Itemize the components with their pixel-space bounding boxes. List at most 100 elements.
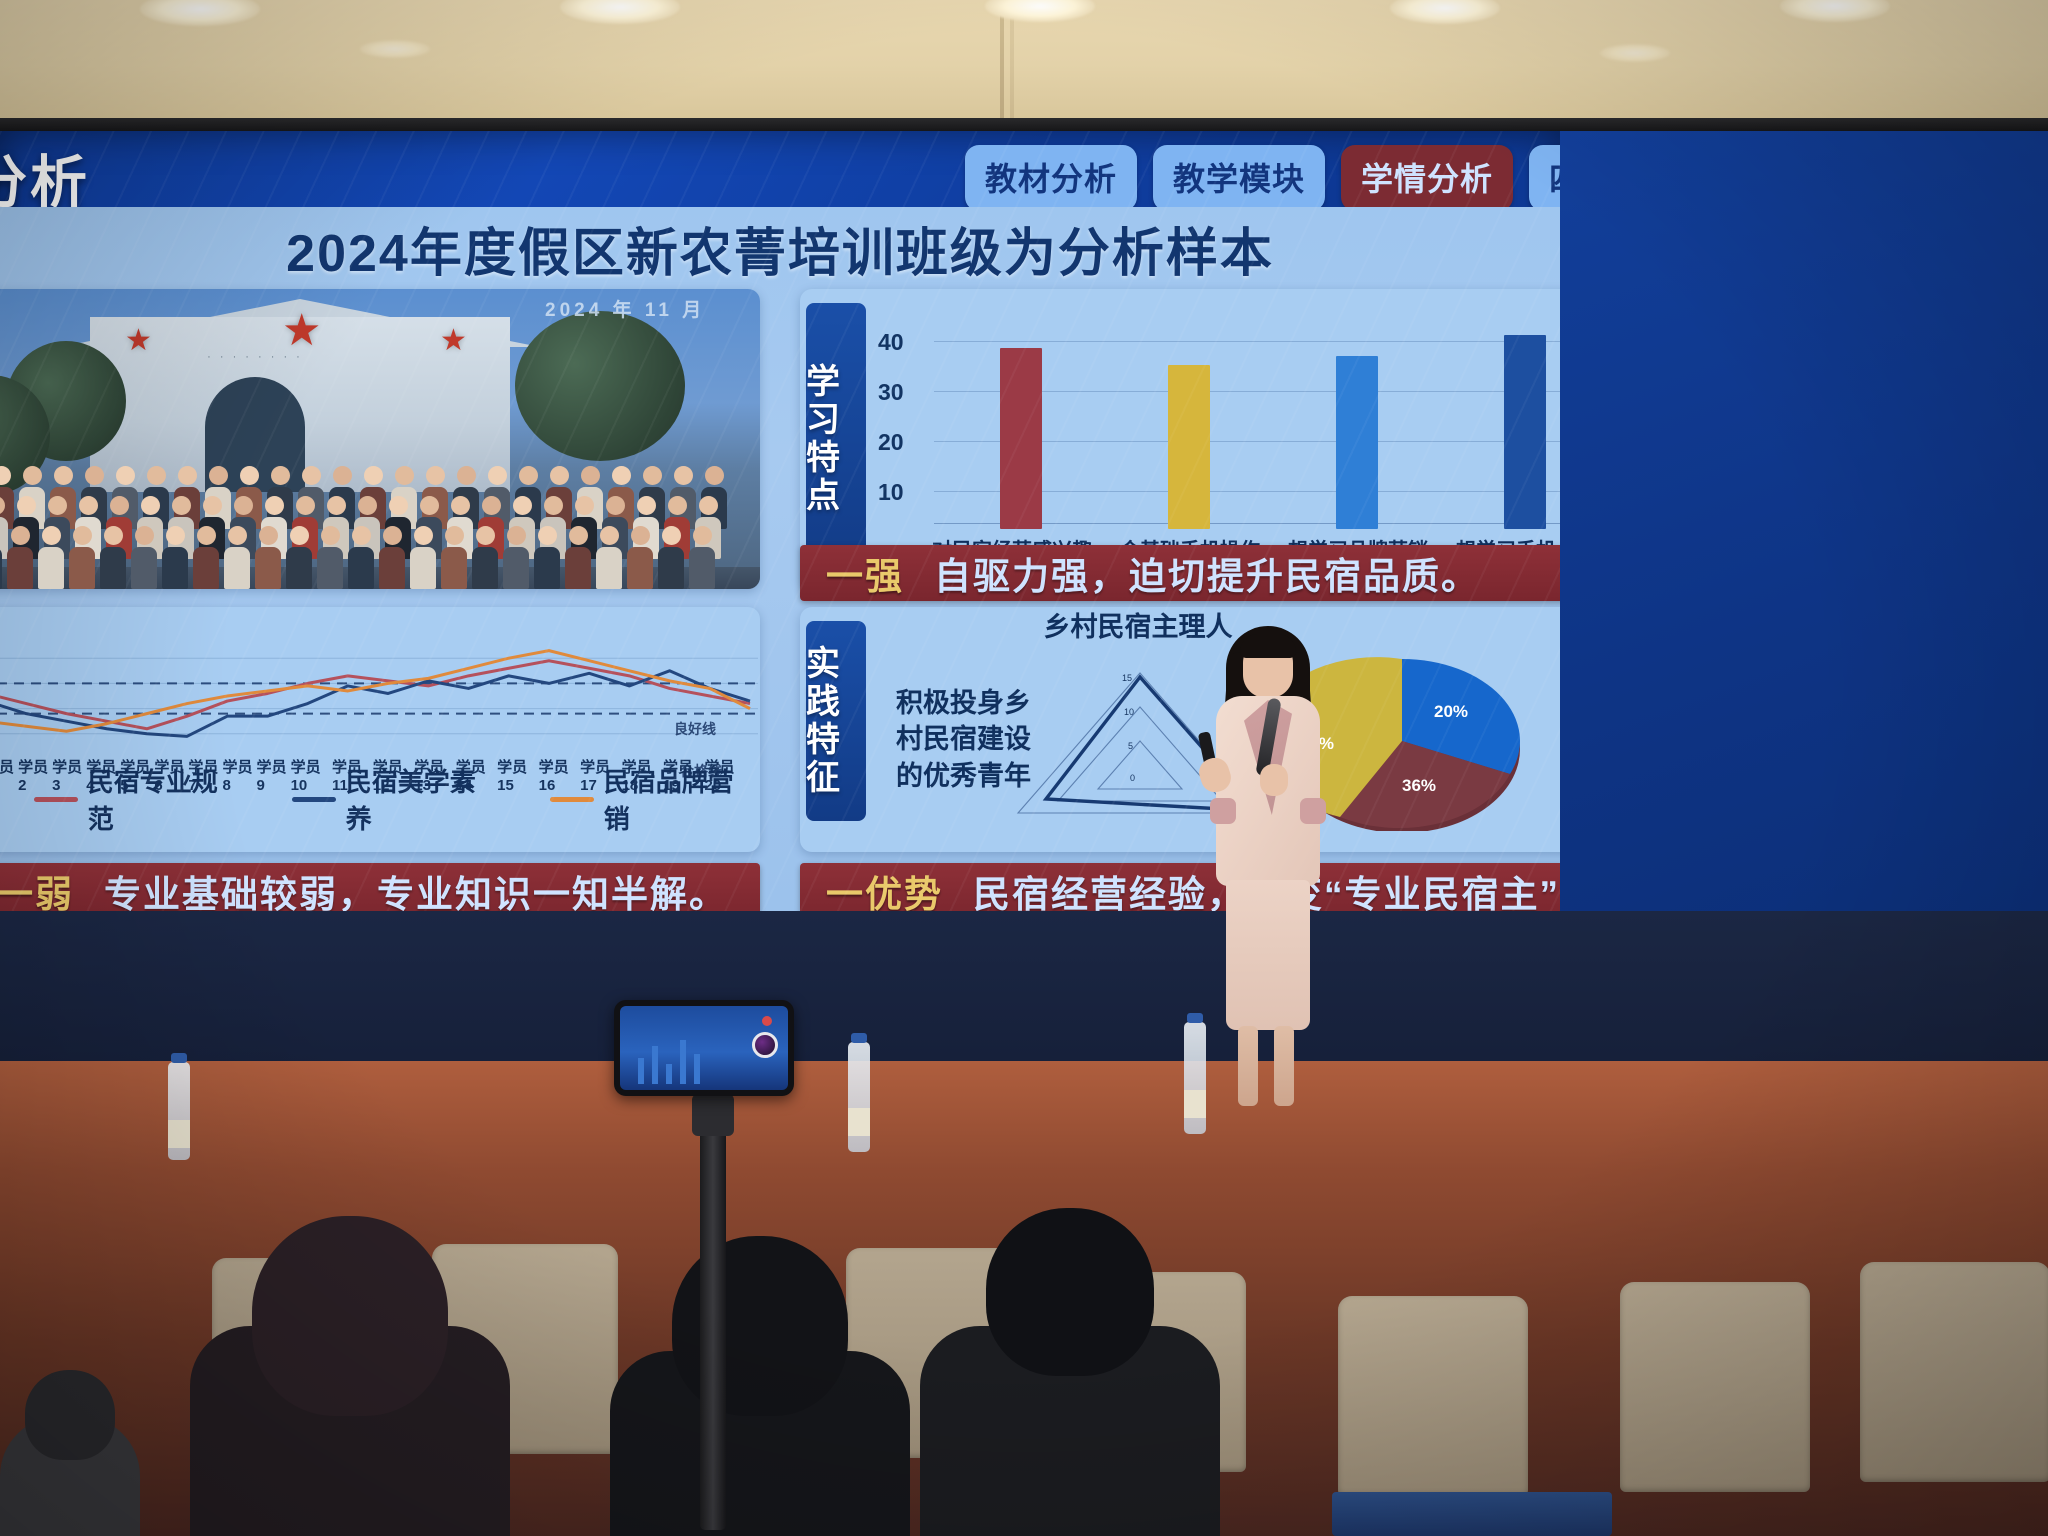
phone-screen[interactable] [620, 1006, 788, 1090]
line-x-label-19: 学员20 [704, 759, 735, 794]
practice-traits-strip: 实践特征 [806, 621, 866, 821]
line-x-label-1: 学员2 [18, 759, 49, 794]
ceiling-light [140, 0, 260, 26]
svg-text:0: 0 [1130, 773, 1135, 783]
line-x-label-8: 学员9 [256, 759, 287, 794]
legend-swatch [550, 796, 594, 802]
group-photo: ★ ★ ★ · · · · · · · · 2024 年 11 月 [0, 289, 760, 589]
presenter-cuff [1210, 798, 1236, 824]
photo-person [0, 496, 8, 559]
group-photo-crowd [0, 464, 760, 589]
presenter-leg [1238, 1026, 1258, 1106]
svg-text:20%: 20% [1434, 702, 1468, 721]
chair [1338, 1296, 1528, 1496]
bar-chart-ytick: 40 [878, 329, 904, 355]
ceiling-light [985, 0, 1095, 22]
line-x-label-7: 学员8 [222, 759, 253, 794]
photo-person [379, 526, 405, 589]
banner-text: 自驱力强，迫切提升民宿品质。 [934, 556, 1480, 597]
line-chart-x-labels: 学员1学员2学员3学员4学员5学员6学员7学员8学员9学员10 学员11 学员12 学… [0, 756, 746, 794]
recording-indicator-icon [762, 1016, 772, 1026]
presenter [1195, 612, 1336, 1112]
line-series-0 [0, 659, 751, 731]
audience-member [0, 1366, 140, 1536]
ceiling-light [360, 40, 430, 58]
tab-fourth[interactable]: 四 [1528, 145, 1560, 211]
banner-tag: 一弱 [0, 874, 74, 911]
line-x-label-0: 学员1 [0, 759, 15, 776]
banner-tag: 一强 [826, 556, 904, 597]
photo-person [38, 526, 64, 589]
radar-chart-title: 乡村民宿主理人 [1043, 612, 1233, 642]
photo-person [503, 526, 529, 589]
legend-label: 民宿品牌营销 [603, 767, 734, 834]
presenter-cuff [1300, 798, 1326, 824]
photo-person [162, 526, 188, 589]
tripod-head [692, 1094, 734, 1136]
presenter-hand-right [1260, 764, 1288, 796]
tree [515, 311, 685, 461]
smartphone-recording[interactable] [614, 1000, 794, 1096]
photo-person [627, 526, 653, 589]
red-star-icon: ★ [282, 306, 322, 355]
presenter-bangs [1240, 634, 1296, 658]
photo-person [441, 526, 467, 589]
line-x-label-2: 学员3 [52, 759, 83, 794]
slide-tab-bar[interactable]: 教材分析 教学模块 学情分析 四 [964, 145, 1560, 211]
water-bottle [1184, 1013, 1206, 1134]
line-x-label-14: 学员15 [497, 759, 528, 794]
line-x-label-6: 学员7 [188, 759, 219, 794]
line-x-label-18: 学员19 [663, 759, 694, 794]
photo-person [472, 526, 498, 589]
audience-member [610, 1236, 910, 1536]
screen-bezel-top [0, 118, 2048, 134]
photo-person [131, 526, 157, 589]
chair [1860, 1262, 2048, 1482]
ceiling [0, 0, 2048, 118]
bar-0 [1000, 347, 1042, 529]
audience-member [190, 1216, 510, 1536]
bar-1 [1168, 364, 1210, 529]
legend-swatch [34, 796, 78, 802]
ceiling-light [1600, 44, 1670, 62]
presenter-skirt [1226, 880, 1310, 1030]
banner-tag: 一优势 [826, 874, 943, 911]
record-button-icon[interactable] [752, 1032, 778, 1058]
slide-main-title: 2024年度假区新农菁培训班级为分析样本 [286, 225, 1274, 283]
line-x-label-4: 学员5 [120, 759, 151, 794]
learning-traits-strip: 学习特点 [806, 303, 866, 575]
reference-line-label-good: 良好线 [674, 721, 716, 737]
water-bottle [168, 1053, 190, 1160]
tab-teaching-material[interactable]: 教材分析 [964, 145, 1137, 211]
photo-person [224, 526, 250, 589]
photo-person [658, 526, 684, 589]
practice-traits-card: 实践特征 积极投身乡村民宿建设的优秀青年 乡村民宿主理人 15 10 5 0 [800, 607, 1560, 852]
line-chart: 良好线 合格线 学员1学员2学员3学员4学员5学员6学员7学员8学员9学员10学… [0, 615, 758, 844]
slide-header-title: 学情分析 [0, 151, 90, 215]
line-x-label-9: 学员10 [290, 759, 321, 794]
foreground-panel [1332, 1492, 1612, 1536]
back-wall-right [1560, 131, 2048, 911]
bar-chart-plot-area [934, 307, 1560, 529]
line-x-label-15: 学员16 [538, 759, 569, 794]
line-x-label-17: 学员18 [621, 759, 652, 794]
bar-3 [1504, 334, 1546, 529]
line-chart-legend: 民宿专业规范 民宿美学素养 民宿品牌营销 [34, 762, 752, 836]
group-photo-card: ★ ★ ★ · · · · · · · · 2024 年 11 月 [0, 289, 760, 589]
tab-learning-analysis[interactable]: 学情分析 [1340, 145, 1513, 211]
tab-teaching-module[interactable]: 教学模块 [1152, 145, 1325, 211]
line-x-label-5: 学员6 [154, 759, 185, 794]
photo-person [317, 526, 343, 589]
line-x-label-16: 学员17 [580, 759, 611, 794]
line-x-label-10: 学员11 [332, 759, 363, 794]
building-sign-text: · · · · · · · · [207, 351, 303, 363]
bar-chart: 40 30 20 10 对民宿经营感兴趣 会基础手机操作 想学习品牌营销 想学习… [878, 307, 1560, 573]
banner-text: 专业基础较弱，专业知识一知半解。 [104, 874, 728, 911]
svg-text:10: 10 [1124, 707, 1134, 717]
red-star-icon: ★ [125, 324, 152, 357]
photo-person [534, 526, 560, 589]
presenter-leg [1274, 1026, 1294, 1106]
banner-strength: 一强 自驱力强，迫切提升民宿品质。 [800, 545, 1560, 601]
photo-person [193, 526, 219, 589]
photo-person [255, 526, 281, 589]
